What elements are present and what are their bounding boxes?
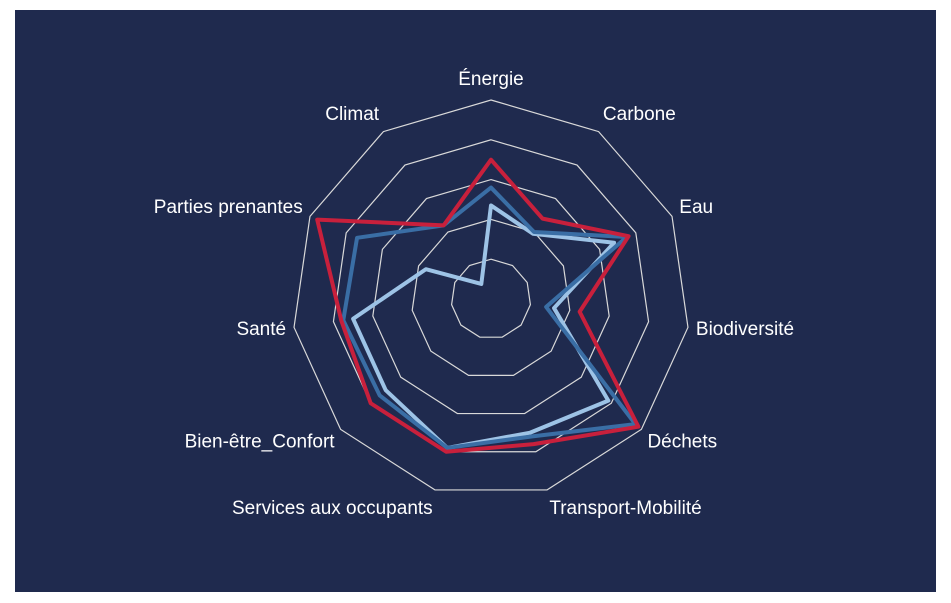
grid-ring bbox=[411, 218, 571, 376]
axis-label: Climat bbox=[325, 104, 380, 125]
plot-background bbox=[15, 10, 936, 592]
series-line bbox=[315, 157, 641, 454]
axis-label: Santé bbox=[236, 319, 286, 340]
axis-label: Biodiversité bbox=[696, 319, 794, 340]
axis-label: Services aux occupants bbox=[232, 498, 433, 519]
axis-label: Transport-Mobilité bbox=[549, 498, 701, 519]
axis-label: Déchets bbox=[647, 431, 717, 452]
axis-label: Carbone bbox=[603, 104, 676, 125]
axis-label: Énergie bbox=[458, 69, 524, 90]
axis-label: Eau bbox=[679, 197, 713, 218]
axis-label: Bien-être_Confort bbox=[185, 431, 336, 452]
grid-ring bbox=[293, 99, 689, 491]
grid-ring bbox=[450, 258, 532, 338]
series-line bbox=[341, 185, 638, 450]
axis-label: Parties prenantes bbox=[154, 197, 303, 218]
